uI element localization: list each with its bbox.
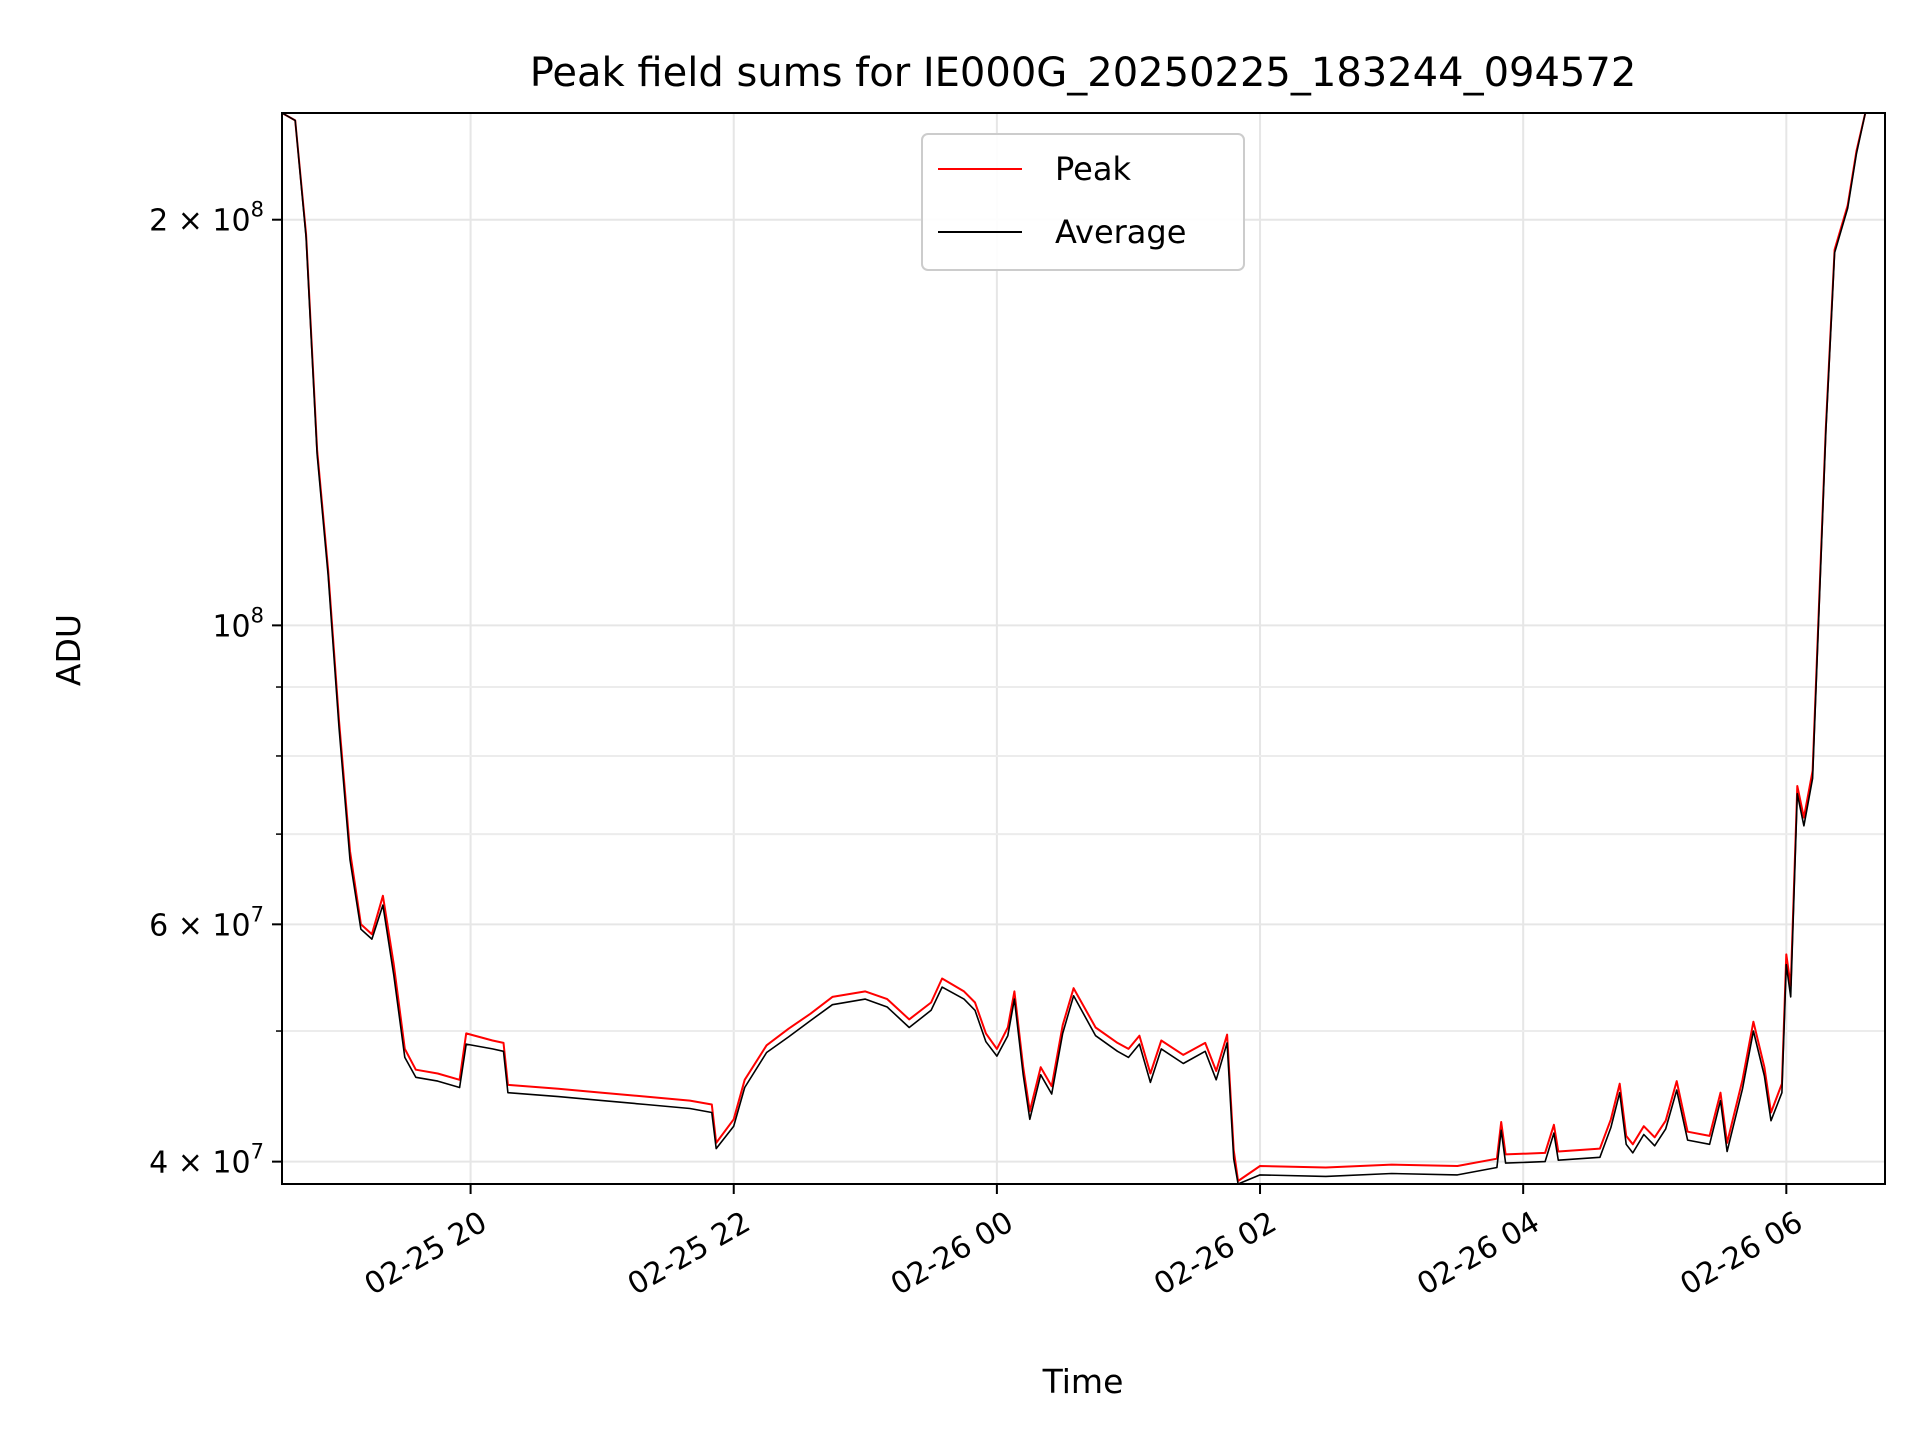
y-tick-label-base: 6 × 10 <box>149 908 250 943</box>
x-axis: 02-25 20 02-25 22 02-26 00 02-26 02 02-26 04… <box>359 1184 1809 1303</box>
grid-lines <box>282 113 1885 1184</box>
plot-frame <box>281 112 1886 1185</box>
chart-title: Peak field sums for IE000G_20250225_1832… <box>530 50 1637 96</box>
y-tick-label: 2 × 108 <box>149 198 264 239</box>
series-layer <box>282 113 1885 1184</box>
y-tick-label-base: 10 <box>212 609 250 644</box>
series-line-peak <box>282 113 1885 1182</box>
legend-label-average: Average <box>1055 213 1186 251</box>
y-tick-label-exponent: 8 <box>251 198 264 222</box>
y-tick-label-exponent: 7 <box>251 902 264 926</box>
x-tick-label: 02-25 20 <box>359 1205 493 1303</box>
y-tick-label: 6 × 107 <box>149 902 264 943</box>
y-tick-label-exponent: 8 <box>251 603 264 627</box>
x-tick-label: 02-26 02 <box>1148 1205 1282 1303</box>
y-axis-label: ADU <box>49 614 88 686</box>
y-tick-label: 108 <box>212 603 264 644</box>
y-tick-label-base: 4 × 10 <box>149 1146 250 1181</box>
legend-label-peak: Peak <box>1055 150 1131 188</box>
y-tick-label: 4 × 107 <box>149 1140 264 1181</box>
x-axis-label: Time <box>1042 1362 1124 1401</box>
series-line-average <box>282 113 1885 1184</box>
y-tick-label-base: 2 × 10 <box>149 204 250 239</box>
y-tick-label-exponent: 7 <box>251 1140 264 1164</box>
x-tick-label: 02-26 06 <box>1675 1205 1809 1303</box>
legend: Peak Average <box>921 133 1245 271</box>
x-tick-label: 02-26 04 <box>1411 1205 1545 1303</box>
x-tick-label: 02-26 00 <box>885 1205 1019 1303</box>
x-tick-label: 02-25 22 <box>622 1205 756 1303</box>
